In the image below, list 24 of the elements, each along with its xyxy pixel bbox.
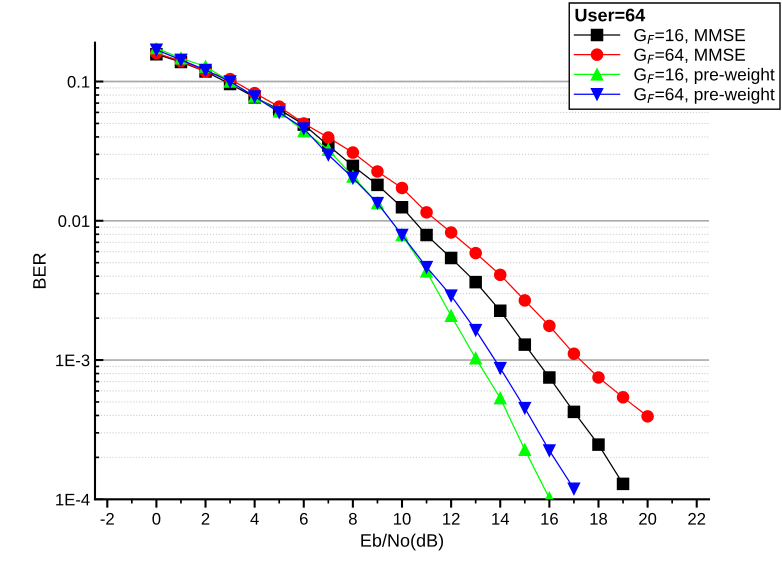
y-tick-label: 1E-4 xyxy=(56,494,90,506)
y-tick-label: 0.1 xyxy=(68,76,90,88)
x-tick-label: 8 xyxy=(348,512,357,525)
x-tick-label: 16 xyxy=(541,512,558,525)
x-tick-label: 20 xyxy=(639,512,656,525)
x-tick-label: 22 xyxy=(688,512,706,525)
legend-label: G$_{F}$=16, pre-weight xyxy=(634,68,775,84)
x-axis-title: Eb/No(dB) xyxy=(361,534,444,550)
x-tick-label: 12 xyxy=(443,512,460,525)
y-tick-label: 1E-3 xyxy=(56,354,90,366)
legend-title: User=64 xyxy=(576,8,646,22)
legend-label: G$_{F}$=64, pre-weight xyxy=(634,88,775,104)
x-tick-label: 14 xyxy=(492,513,510,525)
x-tick-label: 0 xyxy=(152,512,160,525)
x-tick-label: 10 xyxy=(394,512,411,525)
x-tick-label: -2 xyxy=(100,512,114,525)
x-tick-label: 4 xyxy=(250,513,259,525)
x-tick-label: 2 xyxy=(202,512,210,525)
y-tick-label: 0.01 xyxy=(58,215,90,227)
legend-label: G$_{F}$=64, MMSE xyxy=(634,48,746,64)
x-tick-label: 6 xyxy=(300,512,308,525)
legend-label: G$_{F}$=16, MMSE xyxy=(634,28,746,44)
y-axis-title: BER xyxy=(33,253,46,288)
x-tick-label: 18 xyxy=(590,512,608,525)
